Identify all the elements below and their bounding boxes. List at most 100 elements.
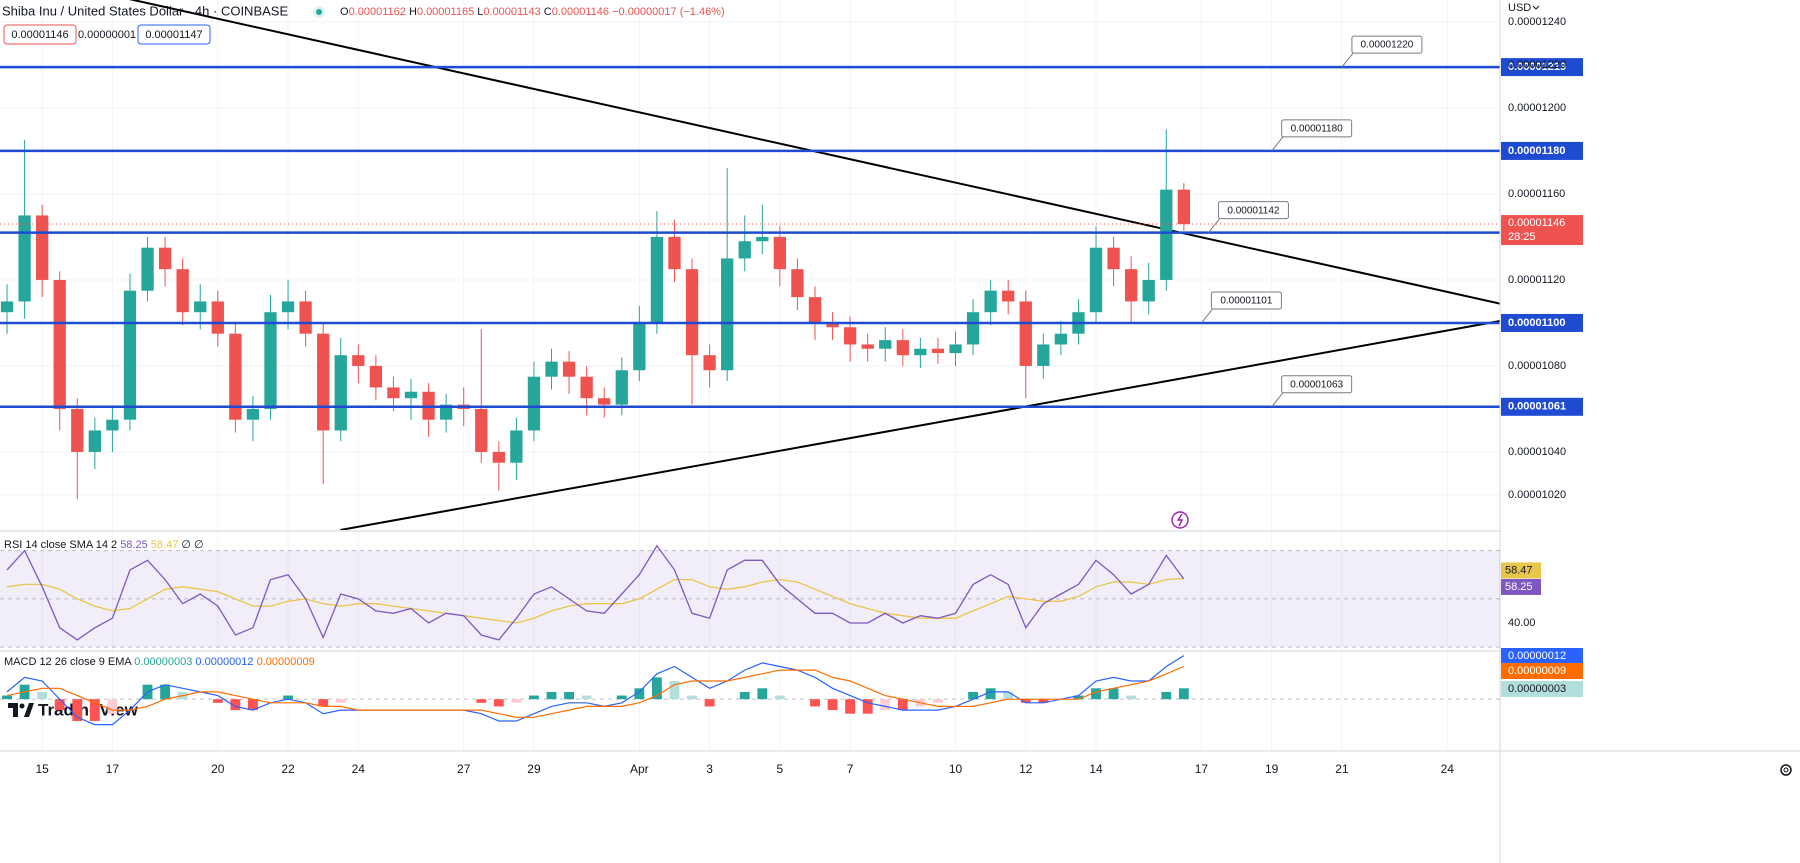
candle-body xyxy=(633,322,646,371)
macd-hist-bar xyxy=(827,699,838,711)
macd-hist-bar xyxy=(616,695,627,700)
candle-body xyxy=(194,301,207,313)
candle-body xyxy=(176,269,189,313)
macd-hist-bar xyxy=(335,699,346,703)
sell-price[interactable]: 0.00001146 xyxy=(11,29,68,41)
macd-last-label: 0.00000012 xyxy=(1508,650,1566,662)
macd-last-box xyxy=(1501,648,1583,664)
macd-hist-bar xyxy=(968,691,978,700)
trendline xyxy=(128,0,1500,305)
macd-hist-bar xyxy=(529,695,539,700)
macd-hist-bar xyxy=(564,691,575,700)
sell-button[interactable] xyxy=(3,24,77,45)
y-tick-label: 0.00001040 xyxy=(1508,446,1566,458)
callout-pointer xyxy=(1271,135,1285,152)
candle-body xyxy=(562,361,576,377)
last-price-label: 0.00001146 xyxy=(1508,217,1565,229)
candle-body xyxy=(721,258,734,371)
candle-body xyxy=(931,348,945,354)
buy-button[interactable] xyxy=(137,24,211,45)
x-tick-label: Apr xyxy=(630,762,649,776)
macd-hist-bar xyxy=(985,688,996,700)
event-icon xyxy=(1176,513,1184,527)
macd-last-box xyxy=(1501,681,1583,697)
candle-body xyxy=(703,355,716,371)
candle-body xyxy=(527,376,541,431)
candle-body xyxy=(106,419,119,431)
rsi-last-label: 58.25 xyxy=(1505,581,1533,593)
rsi-last-box xyxy=(1501,578,1541,595)
callout-box xyxy=(1281,375,1353,394)
candle-body xyxy=(317,333,330,431)
candle-body xyxy=(53,279,66,409)
macd-hist-bar xyxy=(1003,691,1014,700)
macd-value: 0.00000012 xyxy=(195,656,253,668)
candle-body xyxy=(580,376,593,399)
macd-hist-bar xyxy=(704,699,715,707)
ohlc-value: 0.00001165 xyxy=(417,6,474,18)
x-tick-label: 17 xyxy=(1195,762,1209,776)
macd-hist-bar xyxy=(1020,699,1031,703)
macd-hist-bar xyxy=(493,699,504,707)
currency-chevron xyxy=(1532,5,1540,10)
callout-pointer xyxy=(1201,307,1214,324)
macd-hist-bar xyxy=(933,699,943,703)
candle-body xyxy=(1002,290,1015,302)
candle-body xyxy=(1019,301,1032,366)
candle-body xyxy=(791,269,804,298)
brand-logo xyxy=(8,703,34,717)
macd-hist-bar xyxy=(1178,688,1189,700)
callout-label: 0.00001180 xyxy=(1291,124,1344,135)
ohlc-label: O xyxy=(340,6,349,18)
x-tick-label: 14 xyxy=(1089,762,1103,776)
callout-label: 0.00001063 xyxy=(1290,379,1343,390)
settings-icon[interactable] xyxy=(1780,764,1792,776)
price-pane xyxy=(0,0,1500,530)
callout-box xyxy=(1217,201,1289,220)
macd-hist-bar xyxy=(72,699,83,721)
callout-label: 0.00001101 xyxy=(1220,296,1273,307)
candle-body xyxy=(685,269,699,356)
macd-hist-bar xyxy=(160,684,171,700)
macd-hist-bar xyxy=(89,699,100,721)
macd-hist-bar xyxy=(2,695,12,700)
macd-hist-bar xyxy=(283,695,293,700)
macd-hist-bar xyxy=(739,691,750,700)
candle-body xyxy=(492,451,505,463)
candle-body xyxy=(896,340,909,356)
rsi-sma-value: 58.47 xyxy=(151,539,179,551)
macd-hist-bar xyxy=(1126,695,1137,700)
rsi-header: RSI 14 close SMA 14 2 58.25 58.47 ∅ ∅ xyxy=(4,539,204,551)
overlays: 0.00001219 0.00001180 0.00001142 0.00001100… xyxy=(0,35,1583,416)
x-tick-label: 5 xyxy=(777,762,784,776)
callout-pointer xyxy=(1208,217,1221,233)
macd-hist-bar xyxy=(651,677,662,700)
candle-body xyxy=(1142,279,1155,302)
candle-body xyxy=(650,236,664,323)
x-tick-label: 7 xyxy=(847,762,854,776)
candle-body xyxy=(229,333,242,420)
rsi-value: 58.25 xyxy=(120,539,148,551)
callout-pointer xyxy=(1341,51,1355,68)
level-label-box xyxy=(1501,141,1583,160)
x-tick-label: 24 xyxy=(1441,762,1455,776)
candle-body xyxy=(352,355,365,366)
trendline xyxy=(340,320,1500,530)
level-label: 0.00001180 xyxy=(1508,145,1566,157)
countdown: 28:25 xyxy=(1508,231,1536,243)
event-icon[interactable] xyxy=(1171,511,1189,529)
candle-body xyxy=(1054,333,1068,345)
x-tick-label: 15 xyxy=(35,762,49,776)
rsi-line xyxy=(6,577,1184,624)
macd-title: MACD 12 26 close 9 EMA xyxy=(4,656,132,668)
currency[interactable]: USD xyxy=(1508,2,1531,14)
buy-price[interactable]: 0.00001147 xyxy=(145,29,202,41)
candle-body xyxy=(246,408,260,420)
candle-body xyxy=(334,355,347,431)
candle-body xyxy=(0,301,14,313)
macd-hist-bar xyxy=(1091,688,1101,700)
candle-body xyxy=(123,290,137,420)
macd-hist-bar xyxy=(757,688,768,700)
change: −0.00000017 (−1.46%) xyxy=(612,6,725,18)
